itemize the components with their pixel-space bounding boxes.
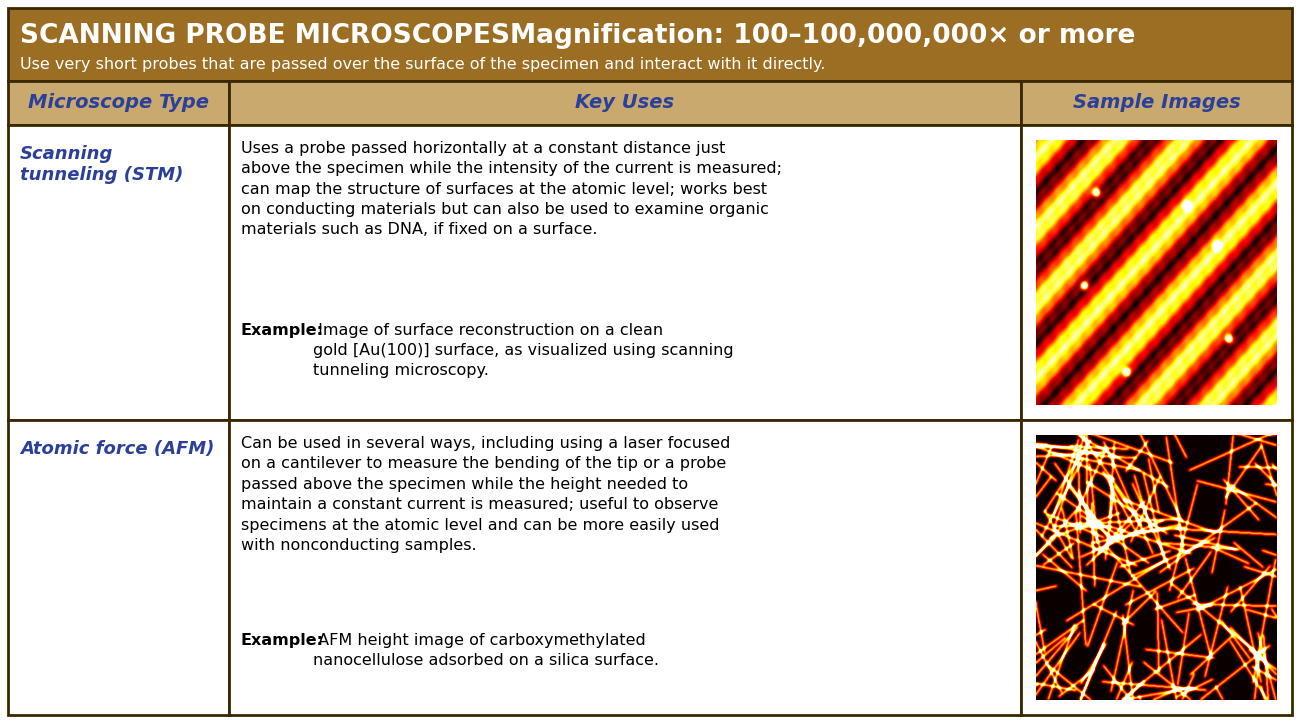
Text: Can be used in several ways, including using a laser focused
on a cantilever to : Can be used in several ways, including u… bbox=[240, 436, 731, 553]
Text: SCANNING PROBE MICROSCOPES: SCANNING PROBE MICROSCOPES bbox=[20, 22, 510, 49]
Text: Atomic force (AFM): Atomic force (AFM) bbox=[20, 440, 215, 458]
Text: Microscope Type: Microscope Type bbox=[27, 93, 209, 112]
Bar bbox=[229, 81, 1020, 125]
Text: Scanning
tunneling (STM): Scanning tunneling (STM) bbox=[20, 145, 183, 184]
Bar bbox=[8, 125, 229, 420]
Text: Uses a probe passed horizontally at a constant distance just
above the specimen : Uses a probe passed horizontally at a co… bbox=[240, 141, 781, 237]
Bar bbox=[8, 81, 229, 125]
Text: Example:: Example: bbox=[240, 323, 324, 337]
Text: Key Uses: Key Uses bbox=[576, 93, 675, 112]
Text: Magnification: 100–100,000,000× or more: Magnification: 100–100,000,000× or more bbox=[510, 22, 1135, 49]
Text: Example:: Example: bbox=[240, 633, 324, 648]
Bar bbox=[8, 8, 1292, 81]
Bar bbox=[8, 420, 229, 715]
Bar bbox=[229, 125, 1020, 420]
Text: Image of surface reconstruction on a clean
gold [Au(100)] surface, as visualized: Image of surface reconstruction on a cle… bbox=[313, 323, 733, 379]
Bar bbox=[1020, 125, 1292, 420]
Bar bbox=[229, 420, 1020, 715]
Text: AFM height image of carboxymethylated
nanocellulose adsorbed on a silica surface: AFM height image of carboxymethylated na… bbox=[313, 633, 659, 668]
Bar bbox=[1020, 81, 1292, 125]
Bar bbox=[1020, 420, 1292, 715]
Text: Sample Images: Sample Images bbox=[1072, 93, 1240, 112]
Text: Use very short probes that are passed over the surface of the specimen and inter: Use very short probes that are passed ov… bbox=[20, 57, 826, 72]
